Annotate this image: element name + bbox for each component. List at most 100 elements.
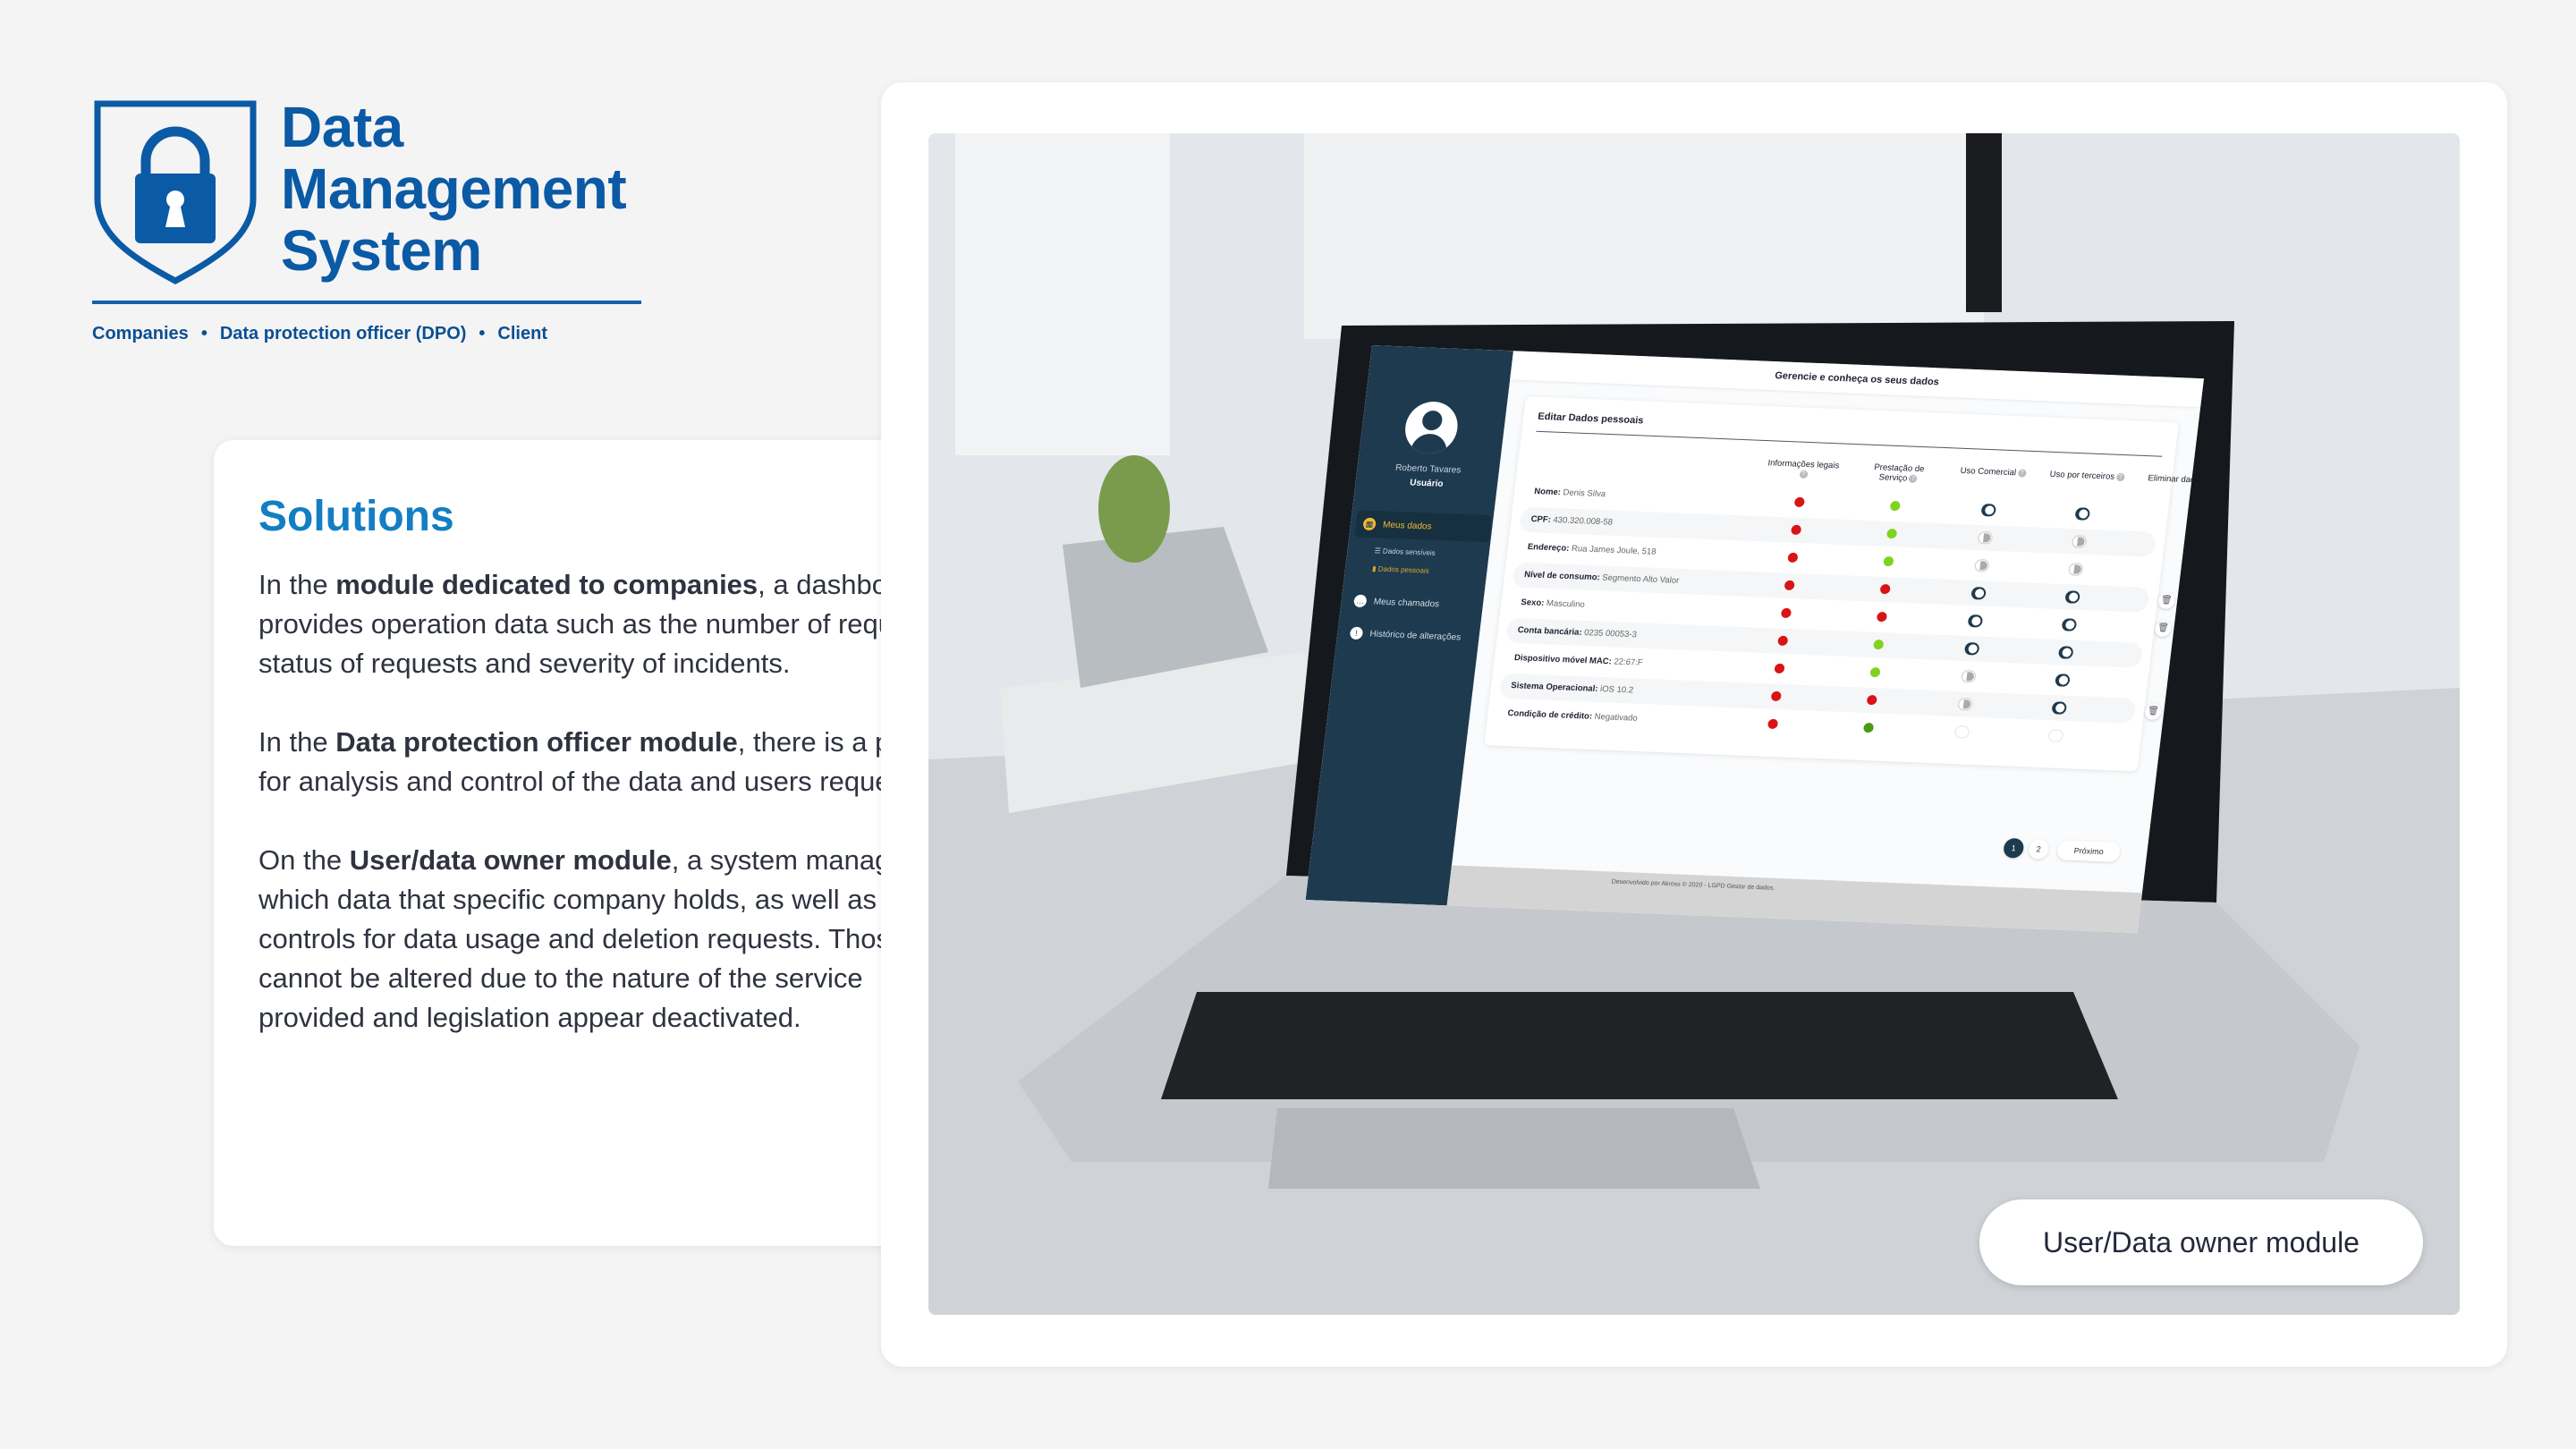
row-label: Sexo: Masculino (1521, 597, 1586, 610)
toggle-comercial[interactable] (1961, 670, 1977, 683)
divider (92, 301, 641, 304)
emphasis: Data protection officer module (335, 726, 738, 758)
field-value: Rua James Joule, 518 (1571, 543, 1657, 557)
nav-historico[interactable]: ! Histórico de alterações (1342, 619, 1479, 651)
module-companies: Companies (92, 324, 189, 343)
toggle-comercial[interactable] (1963, 642, 1980, 656)
brand-title-line: Data (281, 95, 403, 159)
toggle-terceiros[interactable] (2071, 535, 2088, 548)
trash-icon[interactable]: 🗑 (2154, 620, 2173, 638)
column-label: Prestação de Serviço (1873, 462, 1926, 484)
status-dot-legal (1784, 580, 1795, 591)
field-value: Negativado (1594, 711, 1639, 724)
help-icon[interactable]: ? (2115, 472, 2125, 482)
trash-icon[interactable]: 🗑 (2157, 592, 2176, 610)
status-dot-service (1889, 500, 1901, 512)
column-header: Uso por terceiros? (2046, 470, 2128, 483)
user-name: Roberto Tavares (1394, 462, 1462, 476)
nav-meus-chamados[interactable]: … Meus chamados (1345, 587, 1483, 619)
toggle-terceiros[interactable] (2061, 618, 2078, 631)
field-name: Conta bancária: (1517, 625, 1583, 638)
separator: • (479, 324, 486, 343)
status-dot-service (1862, 722, 1875, 733)
status-dot-service (1885, 528, 1898, 539)
divider (1536, 430, 2163, 457)
text: In the (258, 726, 336, 758)
module-list: Companies • Data protection officer (DPO) •… (92, 324, 547, 344)
module-dpo: Data protection officer (DPO) (219, 324, 467, 343)
column-header: Informações legais? (1761, 458, 1844, 481)
nav-label: Histórico de alterações (1368, 628, 1462, 643)
status-dot-legal (1777, 635, 1789, 647)
help-icon[interactable]: ? (1799, 470, 1809, 479)
status-dot-legal (1790, 524, 1802, 536)
field-name: Endereço: (1527, 542, 1571, 554)
help-icon[interactable]: ? (1908, 474, 1918, 483)
status-dot-service (1869, 666, 1881, 678)
row-label: Conta bancária: 0235 00053-3 (1517, 625, 1637, 640)
next-page-button[interactable]: Próximo (2055, 840, 2122, 862)
status-dot-legal (1780, 607, 1792, 619)
toggle-terceiros (2047, 729, 2064, 742)
column-label: Uso por terceiros (2049, 469, 2115, 482)
field-value: 0235 00053-3 (1583, 627, 1638, 640)
laptop-screen: Roberto Tavares Usuário ▦ Meus dados ☰ Da… (1305, 345, 2204, 934)
nav-label: Meus chamados (1373, 596, 1440, 609)
row-label: Nível de consumo: Segmento Alto Valor (1524, 570, 1680, 586)
row-label: Dispositivo móvel MAC: 22:67:F (1513, 653, 1643, 668)
field-value: Masculino (1546, 598, 1586, 610)
field-value: Denis Silva (1562, 487, 1606, 500)
toggle-comercial[interactable] (1980, 504, 1997, 517)
avatar (1402, 400, 1461, 455)
subnav-label: Dados sensíveis (1382, 547, 1436, 557)
emphasis: User/data owner module (349, 844, 672, 876)
row-label: Sistema Operacional: iOS 10.2 (1511, 681, 1634, 695)
help-icon[interactable]: ? (2017, 469, 2027, 478)
status-dot-legal (1767, 718, 1779, 730)
toggle-terceiros[interactable] (2055, 674, 2071, 687)
subnav-dados-pessoais[interactable]: ▮ Dados pessoais (1371, 564, 1430, 575)
grid-icon: ▦ (1362, 517, 1377, 531)
brand-title-line: System (281, 218, 482, 283)
toggle-terceiros[interactable] (2074, 507, 2091, 521)
field-name: Condição de crédito: (1506, 708, 1593, 722)
field-name: Nível de consumo: (1523, 570, 1601, 583)
status-dot-service (1879, 583, 1891, 595)
field-value: 430.320.008-58 (1552, 514, 1614, 528)
solutions-card: Solutions In the module dedicated to com… (214, 440, 999, 1246)
row-label: CPF: 430.320.008-58 (1530, 514, 1614, 528)
chat-icon: … (1352, 594, 1368, 608)
field-name: Sistema Operacional: (1510, 681, 1599, 694)
subnav-dados-sensiveis[interactable]: ☰ Dados sensíveis (1374, 547, 1436, 557)
toggle-comercial (1953, 725, 1970, 739)
toggle-comercial[interactable] (1974, 559, 1990, 572)
column-header: Prestação de Serviço? (1857, 462, 1940, 485)
brand-title-line: Management (281, 157, 627, 221)
module-badge: User/Data owner module (1979, 1199, 2423, 1285)
page-2-button[interactable]: 2 (2027, 838, 2050, 860)
trash-icon[interactable]: 🗑 (2144, 703, 2163, 721)
toggle-comercial[interactable] (1967, 614, 1984, 628)
personal-data-panel: Editar Dados pessoais Informações legais… (1484, 396, 2204, 772)
toggle-comercial[interactable] (1957, 698, 1974, 711)
toggle-comercial[interactable] (1970, 587, 1987, 600)
emphasis: module dedicated to companies (335, 569, 758, 600)
row-label: Nome: Denis Silva (1534, 487, 1606, 499)
showcase-card: Roberto Tavares Usuário ▦ Meus dados ☰ Da… (881, 82, 2507, 1367)
nav-meus-dados[interactable]: ▦ Meus dados (1354, 510, 1492, 543)
toggle-comercial[interactable] (1977, 531, 1994, 545)
toggle-terceiros[interactable] (2068, 563, 2084, 576)
page-1-button[interactable]: 1 (2002, 837, 2025, 859)
toggle-terceiros[interactable] (2057, 646, 2074, 659)
toggle-terceiros[interactable] (2064, 590, 2080, 604)
status-dot-legal (1774, 663, 1785, 674)
paragraph-user: On the User/data owner module, a system … (258, 841, 965, 1038)
solutions-title: Solutions (258, 493, 454, 540)
text: , a system manages which data that speci… (258, 844, 960, 1033)
alert-icon: ! (1349, 626, 1364, 640)
column-label: Informações legais (1767, 458, 1840, 471)
toggle-terceiros[interactable] (2051, 701, 2068, 715)
laptop-photo: Roberto Tavares Usuário ▦ Meus dados ☰ Da… (928, 133, 2460, 1315)
field-name: CPF: (1530, 514, 1552, 525)
status-dot-service (1866, 694, 1877, 706)
